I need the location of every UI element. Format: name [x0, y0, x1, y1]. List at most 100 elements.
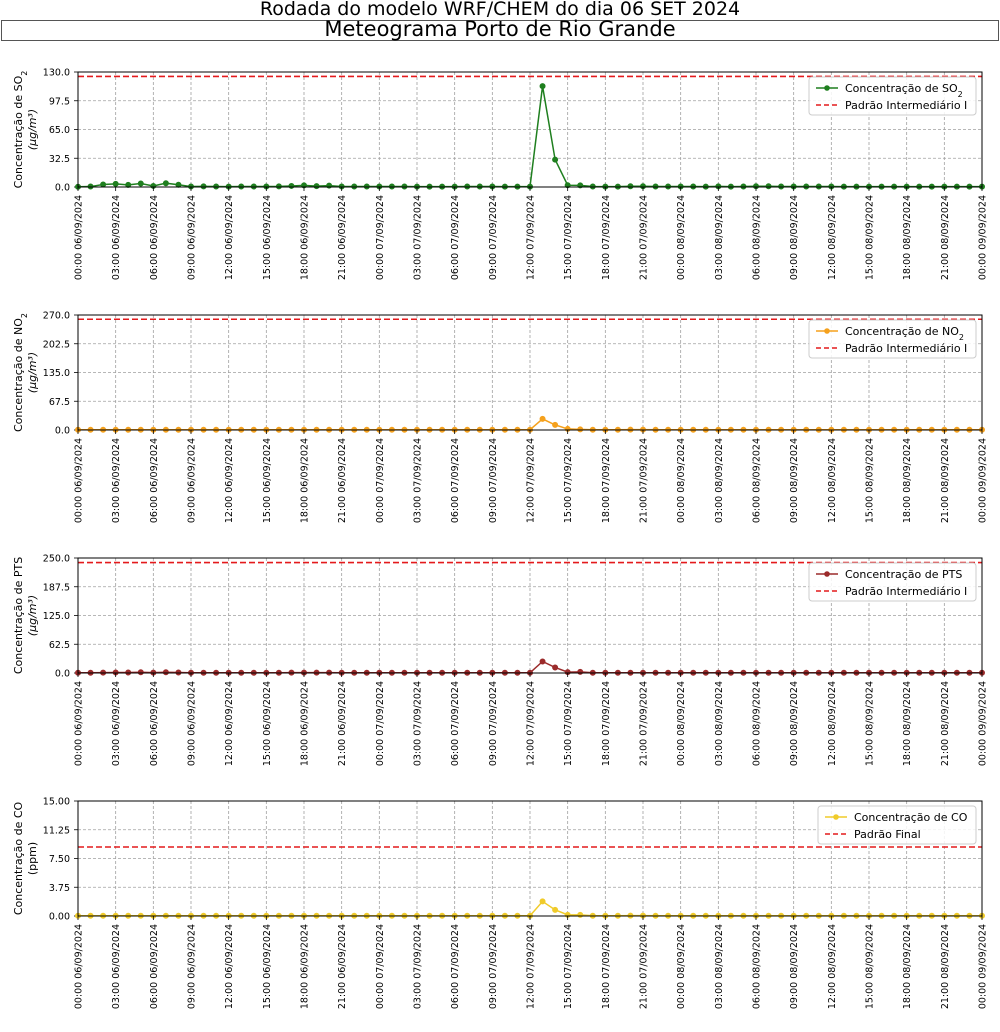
legend-box — [808, 562, 977, 602]
x-tick-label: 12:00 08/09/2024 — [827, 681, 838, 766]
data-point — [313, 183, 320, 190]
y-axis-unit: (ppm) — [26, 842, 39, 875]
x-tick-label: 09:00 07/09/2024 — [488, 438, 499, 523]
x-tick-label: 00:00 06/09/2024 — [74, 924, 85, 1009]
x-tick-label: 00:00 08/09/2024 — [676, 438, 687, 523]
x-tick-label: 12:00 06/09/2024 — [224, 195, 235, 280]
x-tick-label: 21:00 07/09/2024 — [639, 681, 650, 766]
x-tick-label: 00:00 09/09/2024 — [978, 195, 989, 280]
x-tick-label: 15:00 06/09/2024 — [262, 681, 273, 766]
y-axis-unit: (μg/m³) — [26, 352, 39, 393]
x-tick-label: 00:00 06/09/2024 — [74, 195, 85, 280]
x-tick-label: 00:00 08/09/2024 — [676, 681, 687, 766]
y-axis-label: Concentração de CO — [12, 801, 25, 915]
data-point — [690, 183, 697, 190]
x-tick-label: 12:00 08/09/2024 — [827, 924, 838, 1009]
x-tick-label: 21:00 08/09/2024 — [940, 924, 951, 1009]
data-point — [200, 183, 207, 190]
x-tick-label: 18:00 08/09/2024 — [902, 924, 913, 1009]
y-tick-label: 0.0 — [55, 426, 70, 437]
data-point — [539, 898, 546, 905]
y-axis-label: Concentração de NO2 — [12, 313, 29, 432]
x-tick-label: 18:00 06/09/2024 — [300, 924, 311, 1009]
x-tick-label: 12:00 06/09/2024 — [224, 924, 235, 1009]
x-tick-label: 18:00 08/09/2024 — [902, 195, 913, 280]
x-tick-label: 21:00 08/09/2024 — [940, 195, 951, 280]
x-tick-label: 00:00 09/09/2024 — [978, 681, 989, 766]
legend-series-marker — [824, 571, 830, 577]
x-tick-label: 09:00 06/09/2024 — [187, 924, 198, 1009]
data-point — [137, 669, 144, 676]
y-tick-label: 202.5 — [43, 339, 70, 350]
data-point — [539, 83, 546, 90]
y-tick-label: 187.5 — [43, 582, 70, 593]
data-point — [288, 182, 295, 189]
x-tick-label: 15:00 08/09/2024 — [865, 924, 876, 1009]
x-tick-label: 15:00 07/09/2024 — [563, 195, 574, 280]
legend-box — [808, 76, 977, 116]
x-tick-label: 18:00 06/09/2024 — [300, 681, 311, 766]
no2-chart: 0.0 67.5 135.0 202.5 270.0 00:00 06/09/2024 03… — [12, 311, 989, 524]
x-tick-label: 21:00 08/09/2024 — [940, 681, 951, 766]
x-tick-label: 09:00 07/09/2024 — [488, 924, 499, 1009]
y-tick-label: 11.25 — [43, 825, 70, 836]
x-tick-label: 12:00 06/09/2024 — [224, 681, 235, 766]
x-tick-label: 12:00 06/09/2024 — [224, 438, 235, 523]
x-tick-label: 15:00 08/09/2024 — [865, 438, 876, 523]
data-point — [137, 180, 144, 187]
legend-series-subscript: 2 — [959, 333, 964, 342]
x-tick-label: 00:00 09/09/2024 — [978, 924, 989, 1009]
x-tick-label: 12:00 08/09/2024 — [827, 438, 838, 523]
x-tick-label: 03:00 06/09/2024 — [111, 924, 122, 1009]
x-tick-label: 06:00 06/09/2024 — [149, 195, 160, 280]
legend-series-marker — [824, 85, 830, 91]
x-tick-label: 09:00 08/09/2024 — [789, 681, 800, 766]
x-tick-label: 03:00 07/09/2024 — [413, 681, 424, 766]
y-tick-label: 62.5 — [49, 640, 70, 651]
x-tick-label: 00:00 07/09/2024 — [375, 438, 386, 523]
x-tick-label: 09:00 07/09/2024 — [488, 681, 499, 766]
x-tick-label: 03:00 07/09/2024 — [413, 438, 424, 523]
x-tick-label: 06:00 07/09/2024 — [450, 924, 461, 1009]
x-tick-label: 09:00 08/09/2024 — [789, 195, 800, 280]
x-tick-label: 12:00 07/09/2024 — [526, 438, 537, 523]
x-tick-label: 06:00 07/09/2024 — [450, 195, 461, 280]
legend-series-label: Concentração de PTS — [845, 568, 962, 581]
data-point — [552, 156, 559, 163]
legend-reference-label: Padrão Final — [854, 828, 921, 841]
y-axis-label-text: Concentração de PTS — [12, 557, 25, 674]
x-tick-label: 15:00 06/09/2024 — [262, 438, 273, 523]
x-tick-label: 21:00 06/09/2024 — [337, 681, 348, 766]
y-tick-label: 32.5 — [49, 154, 70, 165]
x-tick-label: 06:00 07/09/2024 — [450, 438, 461, 523]
x-tick-label: 18:00 06/09/2024 — [300, 438, 311, 523]
x-tick-label: 15:00 06/09/2024 — [262, 924, 273, 1009]
x-tick-label: 09:00 08/09/2024 — [789, 924, 800, 1009]
data-point — [162, 669, 169, 676]
legend-series-subscript: 2 — [958, 90, 963, 99]
figure-title-box: Meteograma Porto de Rio Grande — [1, 19, 999, 41]
data-point — [665, 183, 672, 190]
x-tick-label: 12:00 07/09/2024 — [526, 681, 537, 766]
x-tick-label: 00:00 06/09/2024 — [74, 438, 85, 523]
x-tick-label: 09:00 08/09/2024 — [789, 438, 800, 523]
legend-reference-label: Padrão Intermediário I — [845, 342, 967, 355]
data-point — [539, 658, 546, 665]
data-point — [577, 426, 584, 433]
x-tick-label: 18:00 07/09/2024 — [601, 924, 612, 1009]
so2-chart: 0.0 32.5 65.0 97.5 130.0 00:00 06/09/2024 03:0… — [12, 68, 989, 281]
x-tick-label: 15:00 06/09/2024 — [262, 195, 273, 280]
y-tick-label: 65.0 — [49, 125, 70, 136]
y-tick-label: 125.0 — [43, 611, 70, 622]
data-point — [577, 911, 584, 918]
data-point — [577, 668, 584, 675]
legend-series-name: Concentração de NO — [845, 325, 959, 338]
x-tick-label: 03:00 08/09/2024 — [714, 195, 725, 280]
y-axis-label: Concentração de SO2 — [12, 71, 29, 189]
legend-box — [808, 319, 977, 359]
y-tick-label: 15.00 — [43, 797, 70, 808]
x-tick-label: 06:00 06/09/2024 — [149, 438, 160, 523]
data-point — [175, 669, 182, 676]
legend-box — [817, 805, 977, 845]
x-tick-label: 03:00 06/09/2024 — [111, 438, 122, 523]
